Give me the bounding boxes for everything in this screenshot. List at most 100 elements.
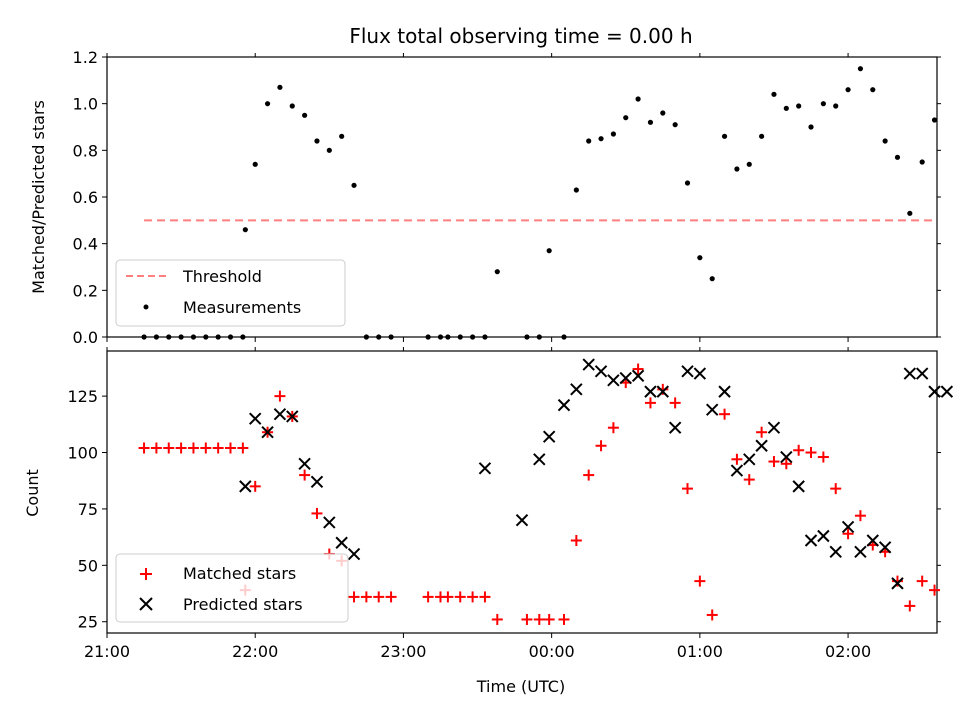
predicted-star-point <box>891 577 904 590</box>
count-y-tick-label: 25 <box>78 613 98 632</box>
measurement-point <box>363 334 369 340</box>
predicted-star-point <box>903 367 917 380</box>
matched-star-point <box>793 444 805 456</box>
legend-measurements-swatch <box>143 304 149 310</box>
measurement-point <box>721 133 728 139</box>
predicted-star-point <box>347 547 361 561</box>
legend-matched-swatch <box>140 568 152 580</box>
measurement-point <box>919 159 925 165</box>
measurement-point <box>771 91 777 97</box>
measurement-point <box>734 166 740 172</box>
matched-star-point <box>454 591 466 603</box>
matched-star-point <box>491 613 503 625</box>
measurement-point <box>227 334 234 340</box>
ratio-y-axis-title: Matched/Predicted stars <box>29 100 48 294</box>
predicted-star-point <box>323 516 336 529</box>
count-y-tick-label: 50 <box>78 556 98 575</box>
predicted-star-point <box>261 426 274 439</box>
ratio-axis-ticks: 0.0 0.2 0.4 0.6 0.8 1.0 1.2 <box>73 48 941 347</box>
measurement-point <box>277 84 283 90</box>
measurement-point <box>351 182 357 188</box>
ratio-y-tick-label: 0.4 <box>73 235 98 254</box>
measurement-point <box>894 154 901 160</box>
measurement-point <box>820 101 826 107</box>
measurement-point <box>746 161 752 167</box>
measurement-point <box>635 96 641 102</box>
measurement-point <box>376 334 382 340</box>
predicted-star-point <box>878 541 892 554</box>
predicted-star-point <box>780 450 793 464</box>
measurement-point <box>494 269 500 275</box>
legend-predicted-label: Predicted stars <box>183 595 303 614</box>
measurement-point <box>178 334 184 340</box>
matched-star-point <box>854 510 866 522</box>
matched-star-point <box>756 426 768 438</box>
ratio-y-tick-label: 1.0 <box>73 95 98 114</box>
matched-star-point <box>543 613 555 625</box>
matched-star-point <box>311 507 323 519</box>
measurement-point <box>857 66 864 72</box>
predicted-star-point <box>718 385 731 398</box>
matched-star-point <box>607 422 619 434</box>
legend-measurements-label: Measurements <box>183 298 301 317</box>
measurement-point <box>190 334 197 340</box>
predicted-star-point <box>928 385 941 398</box>
measurement-point <box>907 210 913 216</box>
predicted-star-point <box>817 529 830 543</box>
measurement-point <box>302 112 308 118</box>
count-y-tick-label: 100 <box>67 444 98 463</box>
measurement-point <box>215 334 221 340</box>
matched-star-point <box>467 591 479 603</box>
matched-star-point <box>299 469 311 481</box>
predicted-star-point <box>804 534 818 547</box>
measurement-point <box>759 133 765 139</box>
matched-star-point <box>570 535 582 547</box>
matched-star-point <box>533 613 545 625</box>
x-tick-label: 22:00 <box>232 642 278 661</box>
matched-star-point <box>644 397 656 409</box>
measurement-point <box>931 117 938 123</box>
predicted-star-point <box>866 534 879 547</box>
measurement-point <box>573 187 579 193</box>
predicted-star-point <box>743 453 756 466</box>
matched-star-point <box>521 613 533 625</box>
matched-star-point <box>200 442 212 454</box>
matched-star-point <box>237 442 249 454</box>
predicted-star-point <box>767 421 781 434</box>
predicted-star-point <box>557 398 571 412</box>
measurement-point <box>252 161 258 167</box>
matched-star-point <box>479 591 491 603</box>
matched-star-point <box>842 528 854 540</box>
count-axis-ticks: 21:00 22:00 23:00 00:00 01:00 02:00 25 50 75 100 1… <box>67 347 941 661</box>
matched-star-point <box>916 575 928 587</box>
measurement-point <box>833 103 839 109</box>
matched-star-point <box>175 442 187 454</box>
ratio-y-tick-label: 0.6 <box>73 188 98 207</box>
matched-star-point <box>817 451 829 463</box>
matched-star-point <box>150 442 162 454</box>
measurement-point <box>437 334 444 340</box>
count-marks <box>138 358 954 625</box>
predicted-star-point <box>478 462 492 475</box>
matched-star-point <box>274 390 286 402</box>
predicted-star-point <box>249 412 262 425</box>
predicted-star-point <box>335 536 348 549</box>
matched-star-point <box>719 408 731 420</box>
predicted-star-point <box>668 421 682 434</box>
predicted-star-point <box>594 365 608 378</box>
measurement-point <box>647 119 654 125</box>
predicted-star-point <box>792 480 805 493</box>
measurement-point <box>240 334 246 340</box>
predicted-star-point <box>310 475 324 489</box>
measurement-point <box>166 334 172 340</box>
matched-star-point <box>442 591 454 603</box>
matched-star-point <box>373 591 385 603</box>
matched-star-point <box>595 440 607 452</box>
predicted-star-point <box>841 520 855 534</box>
measurement-point <box>808 124 814 130</box>
count-y-tick-label: 75 <box>78 500 98 519</box>
predicted-star-point <box>533 453 546 466</box>
count-y-axis-title: Count <box>23 469 42 517</box>
predicted-star-point <box>644 385 657 398</box>
measurement-point <box>242 227 248 233</box>
